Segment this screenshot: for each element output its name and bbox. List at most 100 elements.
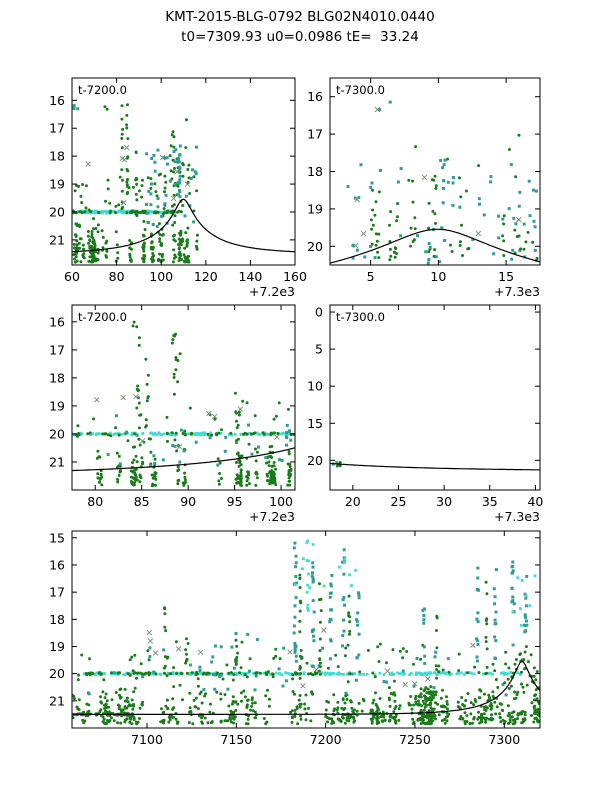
y-tick-label: 18 [49,370,65,385]
data-point [360,709,364,713]
data-point [185,652,188,656]
data-point [82,247,86,251]
data-point [370,721,374,725]
data-point [124,699,128,703]
data-point [119,469,122,473]
data-point [469,712,473,716]
y-tick-label: 19 [49,398,65,413]
data-point [437,713,441,717]
data-point [172,234,175,238]
data-point [170,195,177,202]
y-tick-label: 0 [315,305,323,320]
data-point [219,673,223,677]
data-point [424,721,428,725]
data-point [130,698,134,702]
data-point [293,604,297,608]
data-point [277,672,281,675]
data-point [396,671,399,675]
scatter-x-markers [85,144,191,206]
data-point [370,708,374,712]
data-point [291,673,295,677]
data-point [348,629,352,633]
data-point [146,629,153,636]
data-point [72,242,76,246]
data-point [153,160,157,164]
data-point [106,453,110,456]
scatter-teal-squares [328,573,334,661]
data-point [461,703,465,706]
data-point [329,608,333,612]
data-point [272,417,276,421]
data-point [288,432,291,436]
data-point [352,708,356,712]
data-point [137,336,141,340]
data-point [176,720,180,724]
data-point [162,666,166,670]
data-point [443,158,447,162]
x-tick-label: 60 [64,269,80,284]
data-point [174,717,178,721]
data-point [441,166,445,170]
data-point [90,210,94,214]
data-point [177,259,181,263]
data-point [162,710,166,714]
data-point [373,256,377,260]
data-point [150,484,154,488]
data-point [248,432,251,435]
data-point [422,713,425,717]
data-point [140,195,144,199]
data-point [409,226,413,230]
data-point [502,239,506,243]
data-point [311,599,315,603]
data-point [370,227,374,231]
data-point [134,475,138,479]
data-point [187,254,191,258]
data-point [75,243,79,247]
data-point [125,126,129,130]
data-point [162,648,166,652]
data-point [154,483,157,487]
data-point [154,433,158,437]
data-point [416,699,420,703]
data-point [416,234,419,238]
data-point [286,407,290,411]
data-point [434,255,438,259]
data-point [341,644,344,648]
data-point [431,691,435,695]
data-point [265,479,269,483]
data-point [267,460,271,464]
data-point [143,228,147,231]
data-point [142,234,145,238]
data-point [476,639,480,643]
model-curve [330,462,540,471]
data-point [401,647,405,651]
axes-top-left: 60 80 100 120 140 160161718192021t-7200.0+7.2… [49,77,307,299]
data-point [484,635,488,639]
data-point [427,226,431,230]
data-point [151,672,155,676]
x-tick-label: 120 [194,269,218,284]
data-point [131,324,135,328]
data-point [281,431,285,435]
data-point [511,718,515,722]
data-point [514,222,518,226]
data-point [150,240,154,244]
panel-data-top-right [330,100,540,265]
data-point [478,202,481,206]
data-point [178,190,182,194]
data-point [146,176,150,180]
axis-offset-label: +7.3e3 [494,509,540,524]
data-point [138,717,141,720]
data-point [299,717,303,721]
data-point [125,706,129,710]
data-point [428,719,432,722]
data-point [240,672,244,675]
data-point [412,703,416,707]
data-point [445,700,449,703]
data-point [96,251,100,255]
data-point [209,431,212,435]
data-point [154,477,158,481]
data-point [145,152,149,156]
data-point [447,670,451,674]
data-point [116,703,120,707]
